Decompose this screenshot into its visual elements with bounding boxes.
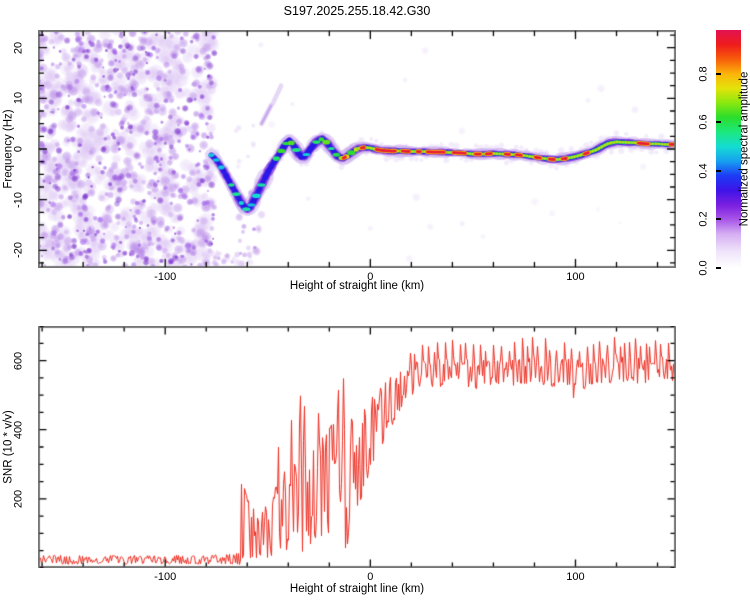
- colorbar-tick-label: 0.4: [697, 163, 710, 179]
- bottom-x-tick-label: 100: [566, 571, 585, 583]
- figure-title: S197.2025.255.18.42.G30: [283, 4, 431, 18]
- spectrogram-canvas: [38, 30, 676, 268]
- bottom-x-tick-label: -100: [154, 571, 177, 583]
- snr-line-canvas: [38, 326, 676, 568]
- colorbar-tick-label: 0.0: [697, 260, 710, 276]
- colorbar-tick: [716, 267, 721, 269]
- snr-tick-label: 200: [12, 489, 25, 509]
- colorbar-tick: [716, 218, 721, 221]
- snr-tick-label: 600: [12, 351, 25, 370]
- colorbar-title: Normalized spectral amplitude: [738, 71, 750, 227]
- top-x-tick-label: 0: [367, 271, 374, 283]
- colorbar-gradient: [716, 30, 741, 268]
- frequency-tick-label: 20: [12, 41, 25, 54]
- top-x-tick-label: -100: [154, 271, 177, 283]
- colorbar-tick-label: 0.8: [697, 66, 710, 82]
- frequency-tick-label: 0: [12, 145, 25, 153]
- frequency-tick-label: 10: [12, 92, 25, 105]
- colorbar-tick: [716, 72, 721, 75]
- frequency-tick-label: -10: [12, 191, 25, 208]
- colorbar-tick-label: 0.2: [697, 211, 710, 228]
- bottom-x-tick-label: 0: [367, 571, 374, 583]
- bottom-xaxis-title: Height of straight line (km): [289, 583, 425, 595]
- colorbar-tick: [716, 169, 721, 172]
- top-x-tick-label: 100: [566, 271, 585, 283]
- frequency-tick-label: -20: [12, 242, 25, 259]
- top-xaxis-title: Height of straight line (km): [289, 280, 425, 292]
- snr-tick-label: 400: [12, 420, 25, 439]
- colorbar-tick-label: 0.6: [697, 114, 710, 130]
- colorbar-tick: [716, 121, 721, 124]
